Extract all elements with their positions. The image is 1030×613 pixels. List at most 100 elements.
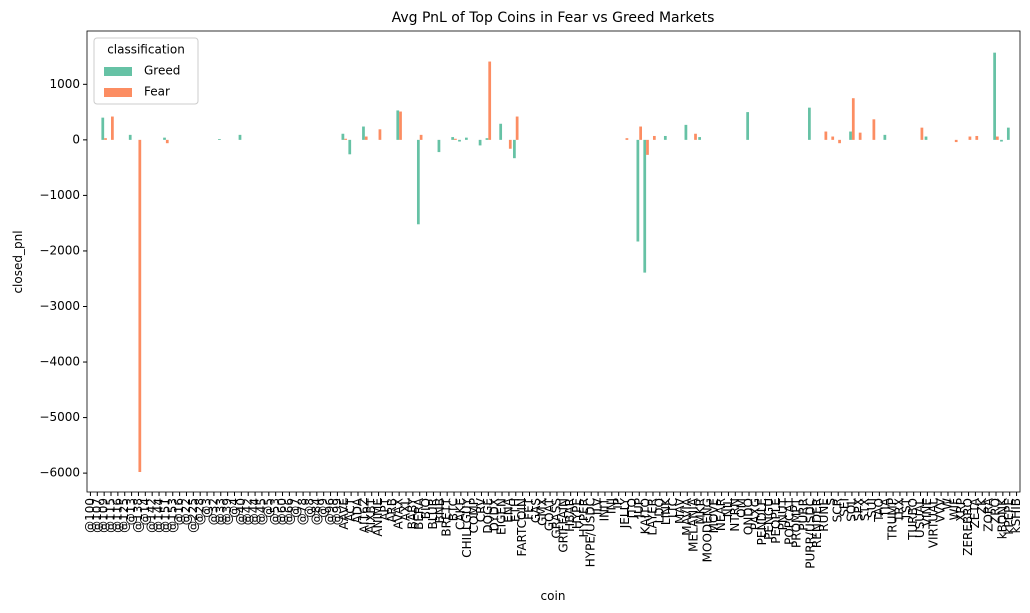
x-tick-label: SPX [851, 498, 865, 521]
x-tick-label: @144 [152, 498, 166, 533]
x-tick-label: HBAR [563, 498, 577, 532]
y-tick-label: −1000 [39, 188, 80, 202]
bar [128, 134, 132, 140]
legend-swatch [104, 67, 132, 76]
x-tick-label: @53 [268, 498, 282, 525]
x-tick-label: BRETT [440, 497, 454, 536]
bar [954, 139, 958, 143]
x-tick-label: OM [735, 498, 749, 518]
bar [883, 134, 887, 140]
y-axis-label: closed_pnl [11, 230, 25, 293]
x-tick-label: @60 [275, 498, 289, 525]
bar [238, 134, 242, 140]
bar [165, 139, 169, 144]
y-tick-label: −2000 [39, 243, 80, 257]
bar [924, 136, 928, 140]
x-tick-label: WIF [947, 498, 961, 520]
x-tick-label: PURR [796, 498, 810, 531]
x-tick-label: @66 [282, 498, 296, 525]
x-tick-label: CHILLGUY [460, 497, 474, 557]
bar [218, 139, 221, 140]
x-tick-label: PURR/USDC [803, 498, 817, 569]
x-tick-label: @44 [248, 498, 262, 525]
bar [920, 127, 924, 140]
x-tick-label: @22 [179, 498, 193, 525]
x-tick-label: @16 [172, 498, 186, 525]
x-tick-label: JUP [632, 498, 646, 519]
x-tick-label: AVAX [392, 498, 406, 529]
bar [849, 131, 852, 140]
x-tick-label: BNB [433, 498, 447, 523]
bar [104, 138, 107, 140]
x-tick-label: GAS [529, 498, 543, 523]
bar [454, 138, 457, 140]
bar [515, 116, 519, 140]
bar [362, 126, 365, 140]
y-tick-label: −6000 [39, 466, 80, 480]
bar [513, 139, 516, 159]
x-tick-label: GRIFFAIN [556, 498, 570, 553]
x-tick-label: @115 [104, 498, 118, 533]
x-tick-label: @78 [296, 498, 310, 525]
x-tick-label: TAO [872, 498, 886, 523]
bar [872, 119, 876, 140]
x-tick-label: @3 [200, 498, 214, 518]
x-tick-label: @40 [234, 498, 248, 525]
x-tick-label: ENA [501, 497, 515, 523]
x-tick-label: GRASS [549, 498, 563, 539]
bar [416, 139, 420, 225]
bar [499, 123, 503, 140]
x-tick-label: PROMPT [790, 497, 804, 548]
x-tick-label: TIA [879, 497, 893, 518]
plot-frame [86, 30, 1021, 493]
bar [684, 124, 688, 140]
x-tick-label: KAITO [639, 498, 653, 534]
x-tick-label: @13 [124, 498, 138, 525]
bar [625, 138, 629, 140]
x-tick-label: FARTCOIN [515, 498, 529, 556]
x-tick-label: ONDO [742, 498, 756, 535]
bar [851, 98, 855, 140]
x-tick-label: LAYER [645, 498, 659, 536]
bar [746, 112, 750, 140]
x-tick-label: @42 [241, 498, 255, 525]
x-tick-label: PNUT [776, 497, 790, 530]
bar [437, 139, 441, 153]
x-tick-label: @99 [330, 498, 344, 525]
x-tick-label: ADA [350, 497, 364, 523]
y-tick-label: 1000 [49, 77, 80, 91]
x-tick-label: @32 [206, 498, 220, 525]
legend-label: Greed [144, 64, 180, 78]
x-tick-label: JTO [625, 498, 639, 519]
x-tick-label: RENDER [810, 498, 824, 548]
x-tick-label: AI16Z [357, 498, 371, 533]
bar [968, 136, 972, 140]
x-tick-label: SEI [838, 498, 852, 517]
x-tick-label: MAVIA [680, 497, 694, 536]
x-tick-label: DOGE [481, 498, 495, 534]
bar [508, 139, 512, 149]
x-tick-label: @125 [117, 498, 131, 533]
bar [419, 134, 423, 140]
x-axis-label: coin [541, 589, 566, 603]
x-tick-label: HYPER [577, 498, 591, 538]
x-tick-label: VIRTUAL [927, 498, 941, 549]
bar [396, 110, 400, 140]
bar [995, 136, 999, 140]
x-tick-label: ZK [975, 497, 989, 514]
x-tick-label: MAV [673, 497, 687, 524]
x-tick-label: @28 [193, 498, 207, 525]
x-tick-label: MOVE [707, 498, 721, 533]
x-tick-label: ETH [508, 498, 522, 522]
y-tick-label: 0 [72, 132, 80, 146]
x-tick-label: BERA [412, 497, 426, 530]
x-tick-label: INJ [604, 498, 618, 514]
bar [378, 129, 382, 140]
x-tick-label: MELANIA [687, 497, 701, 552]
y-tick-label: −3000 [39, 299, 80, 313]
x-tick-label: FET [522, 497, 536, 519]
x-tick-label: EIGEN [495, 498, 509, 535]
legend-box [93, 37, 199, 105]
bar [975, 135, 979, 140]
